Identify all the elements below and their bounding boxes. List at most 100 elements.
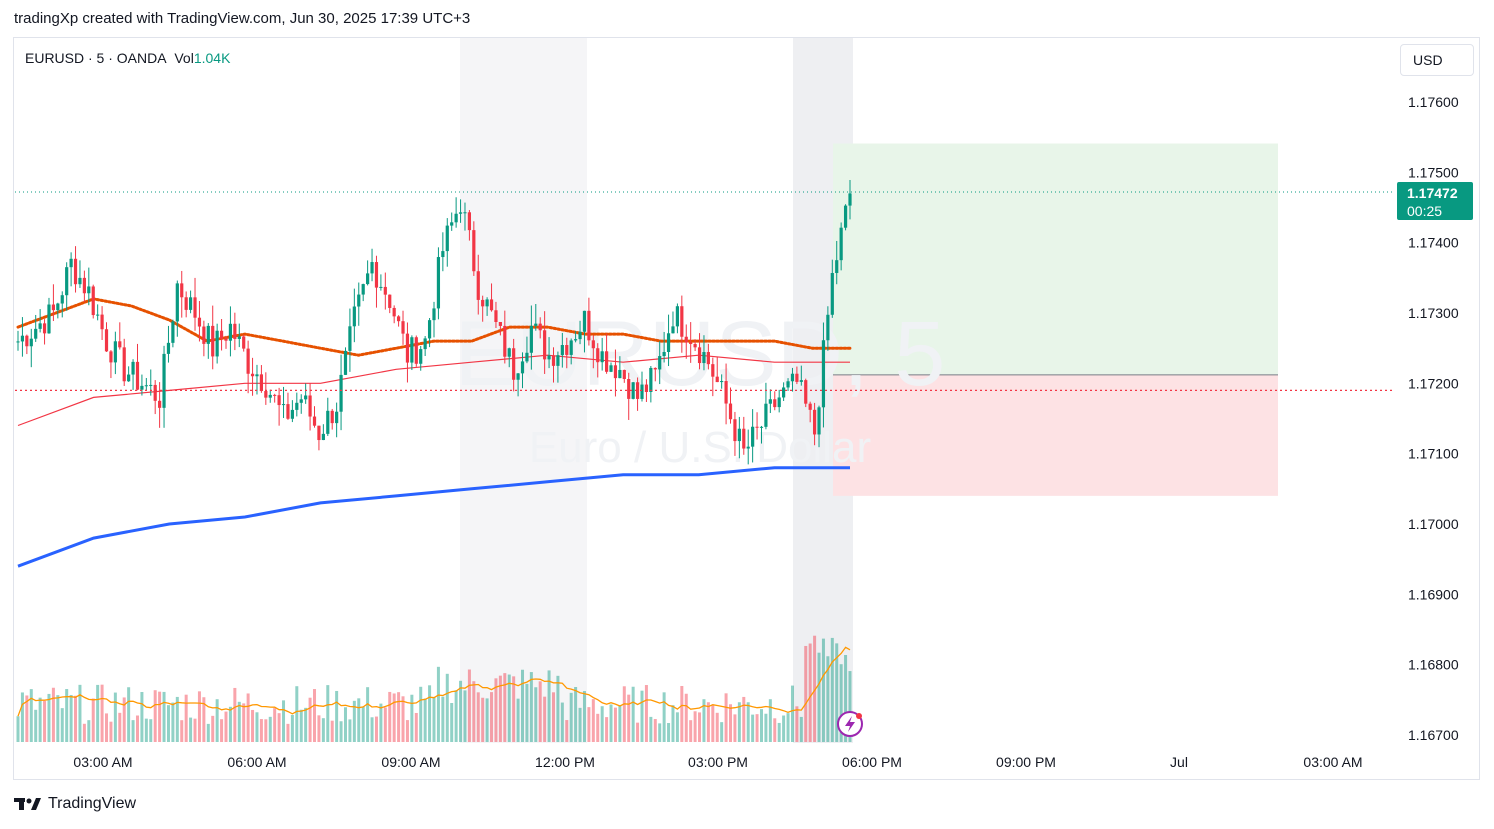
volume-bar — [140, 692, 144, 742]
candle-body — [180, 283, 184, 298]
candle-body — [109, 351, 113, 363]
volume-bar — [547, 670, 551, 742]
volume-bar — [34, 709, 38, 742]
volume-bar — [348, 719, 352, 742]
candle-body — [764, 403, 768, 427]
candle-body — [467, 212, 472, 231]
candle-body — [538, 323, 542, 331]
volume-bar — [516, 698, 520, 742]
candle-body — [237, 336, 241, 339]
time-tick-label: 03:00 PM — [688, 754, 748, 770]
candle-body — [171, 321, 175, 343]
candle-body — [737, 428, 741, 442]
volume-bar — [135, 715, 139, 742]
candle-body — [649, 367, 653, 392]
candle-body — [728, 403, 733, 420]
volume-bar — [534, 687, 538, 742]
candle-body — [627, 379, 631, 399]
candle-body — [166, 342, 171, 354]
volume-bar — [20, 692, 24, 742]
volume-bar — [401, 696, 405, 742]
volume-bar — [689, 720, 693, 742]
volume-bar — [127, 687, 131, 742]
volume-bar — [481, 697, 485, 742]
candle-body — [414, 337, 418, 364]
volume-bar — [60, 708, 64, 742]
volume-bar — [162, 691, 166, 742]
symbol-legend[interactable]: EURUSD · 5 · OANDA Vol1.04K — [25, 50, 230, 66]
candle-body — [366, 273, 370, 285]
volume-bar — [29, 689, 33, 742]
candle-body — [582, 310, 587, 332]
volume-bar — [591, 699, 595, 742]
candle-body — [91, 286, 95, 316]
volume-bar — [675, 712, 679, 742]
candle-body — [211, 325, 215, 357]
candle-body — [277, 395, 281, 406]
volume-bar — [51, 687, 55, 742]
volume-bar — [653, 719, 657, 742]
candle-body — [671, 326, 675, 334]
candle-body — [290, 409, 294, 419]
candle-body — [20, 335, 25, 342]
volume-bar — [813, 635, 817, 742]
volume-bar — [326, 685, 330, 742]
currency-selector[interactable]: USD — [1400, 44, 1474, 76]
volume-bar — [790, 685, 794, 742]
candle-body — [255, 374, 259, 377]
volume-bar — [109, 721, 113, 742]
candle-body — [795, 373, 799, 382]
candle-body — [357, 294, 361, 307]
price-tick-label: 1.16900 — [1408, 586, 1459, 602]
volume-bar — [286, 723, 290, 742]
candle-body — [370, 262, 374, 274]
volume-bar — [706, 702, 710, 742]
chart-caption: tradingXp created with TradingView.com, … — [14, 10, 471, 27]
candle-body — [69, 258, 73, 268]
ema-blue-line — [17, 466, 850, 568]
candle-body — [29, 338, 33, 347]
candle-body — [693, 344, 697, 348]
price-tick-label: 1.16700 — [1408, 727, 1459, 743]
candle-body — [675, 306, 680, 327]
candle-body — [127, 374, 131, 382]
candle-body — [450, 222, 454, 226]
candle-body — [804, 380, 808, 404]
volume-bar — [786, 713, 790, 742]
candle-body — [777, 397, 781, 408]
volume-bar — [450, 703, 454, 742]
last-price-value: 1.17472 — [1407, 185, 1458, 201]
candle-body — [264, 391, 268, 398]
candle-body — [113, 341, 117, 363]
candle-body — [489, 299, 494, 311]
candle-body — [476, 271, 480, 300]
volume-bar — [609, 704, 613, 742]
volume-bar — [746, 702, 750, 742]
candle-body — [543, 330, 547, 360]
candle-body — [374, 262, 379, 288]
candle-body — [622, 369, 626, 380]
volume-bar — [490, 692, 494, 742]
volume-bar — [264, 719, 268, 742]
candle-body — [773, 399, 777, 408]
volume-bar — [321, 718, 325, 742]
candle-body — [551, 355, 556, 366]
candle-body — [392, 307, 396, 317]
volume-bar — [43, 700, 47, 742]
candle-body — [569, 340, 573, 355]
candle-body — [706, 352, 710, 365]
volume-bar — [224, 711, 228, 742]
volume-bar — [56, 695, 60, 742]
candle-body — [481, 299, 485, 307]
volume-bar — [352, 700, 356, 742]
time-tick-label: 09:00 AM — [381, 754, 440, 770]
volume-bar — [454, 690, 458, 742]
candle-body — [250, 373, 255, 377]
candle-body — [556, 355, 560, 366]
last-price-tag: 1.17472 00:25 — [1397, 182, 1473, 221]
volume-bar — [268, 716, 272, 742]
alert-icon[interactable] — [837, 711, 863, 737]
volume-bar — [189, 717, 193, 742]
volume-bar — [826, 656, 830, 742]
